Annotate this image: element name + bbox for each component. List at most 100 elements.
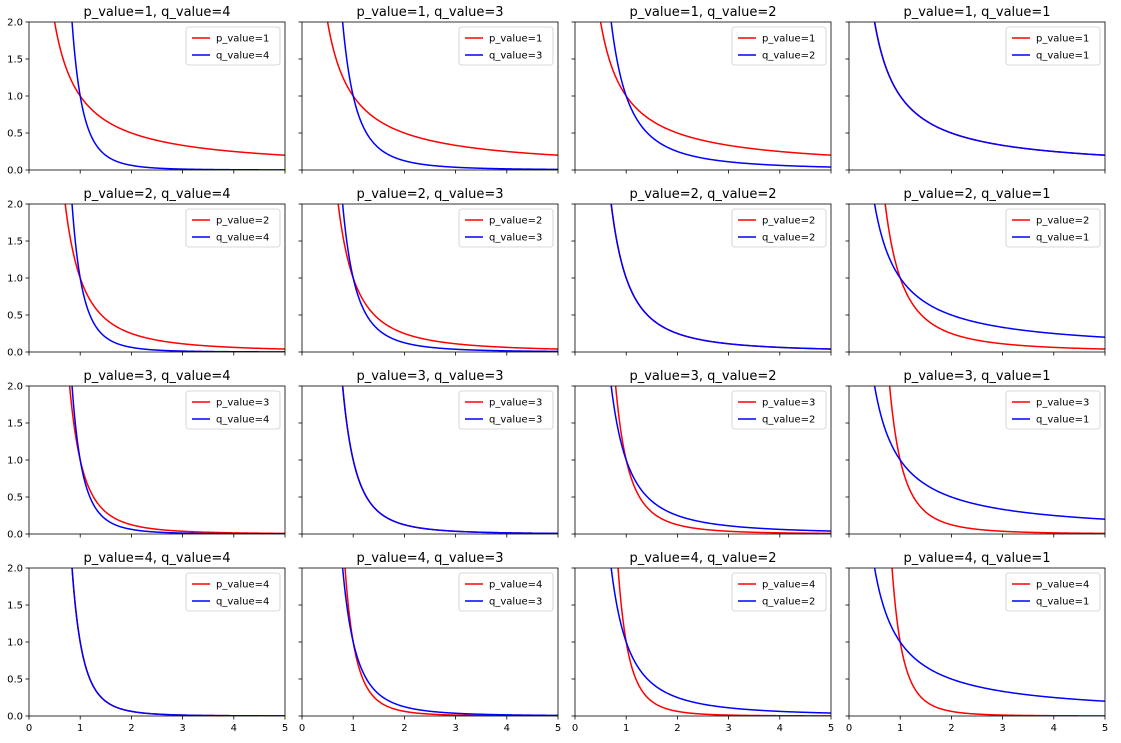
- series-line-q: [341, 386, 558, 534]
- legend-label: q_value=3: [489, 233, 542, 244]
- subplot-13: 0 1 2 3 4 5 0.0 0.5 1.0 1.5 2.0 p_value=4, q_value=…: [7, 551, 288, 734]
- y-tick-label: 0.5: [7, 311, 23, 322]
- series-line-q: [341, 204, 558, 352]
- series-line-q: [341, 568, 558, 716]
- x-tick-label: 1: [623, 723, 629, 734]
- x-tick-label: 1: [350, 723, 356, 734]
- x-tick-label: 5: [555, 723, 561, 734]
- y-tick-label: 1.5: [7, 55, 23, 66]
- subplot-title: p_value=1, q_value=3: [356, 5, 503, 20]
- y-tick-label: 0.5: [7, 129, 23, 140]
- y-tick-label: 1.0: [7, 274, 23, 285]
- legend-label: p_value=4: [1036, 580, 1089, 591]
- subplot-title: p_value=2, q_value=1: [903, 187, 1050, 202]
- subplot-title: p_value=4, q_value=3: [356, 551, 503, 566]
- y-tick-label: 1.5: [7, 237, 23, 248]
- y-tick-label: 0.0: [7, 166, 23, 177]
- legend: p_value=4 q_value=2: [731, 572, 827, 612]
- series-line-p: [64, 204, 285, 350]
- x-tick-label: 4: [777, 723, 783, 734]
- subplot-2: p_value=1, q_value=3 p_value=1 q_value=3: [298, 5, 559, 174]
- series-line-p: [888, 386, 1105, 534]
- x-tick-label: 3: [452, 723, 458, 734]
- x-tick-label: 1: [77, 723, 83, 734]
- legend-label: q_value=1: [1036, 51, 1089, 62]
- legend: p_value=2 q_value=3: [458, 208, 554, 248]
- subplot-8: p_value=2, q_value=1 p_value=2 q_value=1: [845, 187, 1106, 356]
- legend-label: q_value=2: [762, 415, 815, 426]
- series-line-q: [610, 386, 831, 532]
- subplot-title: p_value=3, q_value=4: [83, 369, 230, 384]
- legend-label: p_value=1: [489, 34, 542, 45]
- legend-label: q_value=2: [762, 597, 815, 608]
- y-tick-label: 1.0: [7, 92, 23, 103]
- subplot-title: p_value=4, q_value=2: [629, 551, 776, 566]
- series-line-p: [614, 386, 831, 534]
- series-line-q: [341, 22, 558, 170]
- legend-label: q_value=3: [489, 597, 542, 608]
- legend: p_value=3 q_value=4: [185, 390, 281, 430]
- legend-label: q_value=1: [1036, 233, 1089, 244]
- x-tick-label: 0: [846, 723, 852, 734]
- legend: p_value=1 q_value=3: [458, 26, 554, 66]
- subplot-14: 0 1 2 3 4 5 p_value=4, q_value=3 p_value=4 q_val…: [298, 551, 561, 734]
- series-line-p: [884, 204, 1105, 350]
- legend-label: p_value=1: [762, 34, 815, 45]
- y-tick-label: 2.0: [7, 18, 23, 29]
- series-line-p: [599, 22, 831, 156]
- y-tick-label: 0.0: [7, 712, 23, 723]
- subplot-title: p_value=3, q_value=1: [903, 369, 1050, 384]
- y-tick-label: 0.0: [7, 530, 23, 541]
- legend: p_value=3 q_value=2: [731, 390, 827, 430]
- y-tick-label: 1.5: [7, 601, 23, 612]
- y-tick-label: 2.0: [7, 564, 23, 575]
- y-tick-label: 2.0: [7, 382, 23, 393]
- series-line-q: [873, 386, 1105, 520]
- x-tick-label: 5: [828, 723, 834, 734]
- subplot-title: p_value=1, q_value=2: [629, 5, 776, 20]
- legend-label: q_value=4: [216, 51, 269, 62]
- legend-label: p_value=3: [216, 398, 269, 409]
- y-tick-label: 1.0: [7, 456, 23, 467]
- legend: p_value=4 q_value=4: [185, 572, 281, 612]
- legend-label: q_value=3: [489, 415, 542, 426]
- legend-label: q_value=1: [1036, 597, 1089, 608]
- legend-label: q_value=2: [762, 233, 815, 244]
- legend: p_value=2 q_value=2: [731, 208, 827, 248]
- legend-label: p_value=2: [489, 216, 542, 227]
- x-tick-label: 2: [948, 723, 954, 734]
- legend-label: q_value=1: [1036, 415, 1089, 426]
- legend-label: q_value=2: [762, 51, 815, 62]
- subplot-title: p_value=2, q_value=3: [356, 187, 503, 202]
- legend-label: p_value=2: [1036, 216, 1089, 227]
- series-line-q: [873, 204, 1105, 338]
- legend-label: p_value=1: [216, 34, 269, 45]
- subplot-6: p_value=2, q_value=3 p_value=2 q_value=3: [298, 187, 559, 356]
- x-tick-label: 5: [1102, 723, 1108, 734]
- subplot-4: p_value=1, q_value=1 p_value=1 q_value=1: [845, 5, 1106, 174]
- series-line-q: [873, 22, 1105, 156]
- legend: p_value=1 q_value=4: [185, 26, 281, 66]
- legend-label: p_value=1: [1036, 34, 1089, 45]
- legend: p_value=4 q_value=1: [1005, 572, 1101, 612]
- subplot-title: p_value=1, q_value=4: [83, 5, 230, 20]
- x-tick-label: 0: [299, 723, 305, 734]
- y-tick-label: 0.0: [7, 348, 23, 359]
- subplot-3: p_value=1, q_value=2 p_value=1 q_value=2: [571, 5, 832, 174]
- subplot-11: p_value=3, q_value=2 p_value=3 q_value=2: [571, 369, 832, 538]
- subplot-9: 0.0 0.5 1.0 1.5 2.0 p_value=3, q_value=4 p_val…: [7, 369, 286, 541]
- legend-label: p_value=4: [489, 580, 542, 591]
- x-tick-label: 3: [999, 723, 1005, 734]
- legend-label: p_value=3: [762, 398, 815, 409]
- subplot-title: p_value=2, q_value=4: [83, 187, 230, 202]
- x-tick-label: 0: [572, 723, 578, 734]
- x-tick-label: 4: [231, 723, 237, 734]
- subplot-1: 0.0 0.5 1.0 1.5 2.0 p_value=1, q_value=4 p_val…: [7, 5, 286, 177]
- y-tick-label: 2.0: [7, 200, 23, 211]
- legend-label: p_value=2: [762, 216, 815, 227]
- series-line-q: [610, 204, 831, 350]
- series-line-p: [53, 22, 285, 156]
- subplot-12: p_value=3, q_value=1 p_value=3 q_value=1: [845, 369, 1106, 538]
- x-tick-label: 4: [504, 723, 510, 734]
